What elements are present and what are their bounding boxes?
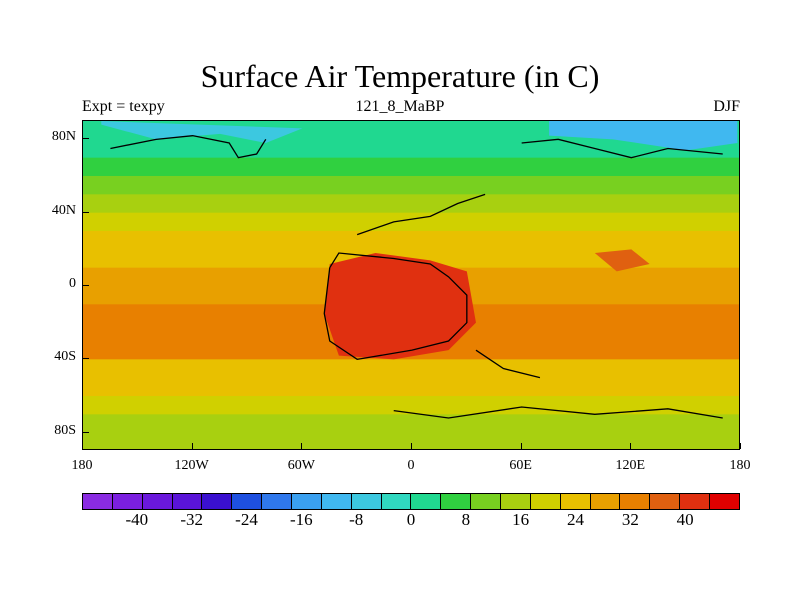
longitude-label: 60W: [287, 458, 315, 473]
temperature-band: [83, 194, 739, 214]
longitude-tick: [630, 443, 632, 449]
longitude-tick: [82, 443, 83, 449]
longitude-tick: [411, 443, 412, 449]
latitude-label: 80N: [51, 129, 76, 145]
temperature-map: [82, 120, 740, 450]
color-legend-cell: [710, 494, 739, 509]
longitude-label: 60E: [509, 458, 532, 473]
season-label: DJF: [713, 98, 740, 115]
longitude-label: 120W: [174, 458, 209, 473]
color-legend-cell: [590, 494, 621, 509]
coastline: [110, 135, 267, 159]
longitude-label: 0: [407, 458, 415, 473]
temperature-band: [83, 176, 739, 195]
color-legend-cell: [680, 494, 711, 509]
coastline: [521, 138, 723, 159]
central-warm-region: [324, 253, 476, 360]
color-legend-cell: [172, 494, 203, 509]
latitude-label: 80S: [54, 422, 76, 438]
color-legend-cell: [292, 494, 322, 509]
experiment-label: Expt = texpy: [82, 98, 165, 115]
latitude-tick: [83, 211, 89, 213]
longitude-tick: [740, 443, 741, 449]
latitude-label: 0: [69, 276, 76, 291]
color-legend-cell: [471, 494, 502, 509]
temperature-band: [83, 377, 739, 397]
latitude-tick: [83, 358, 89, 360]
east-warm-spot: [594, 249, 650, 272]
temperature-band: [83, 432, 739, 449]
color-legend-label: 32: [621, 510, 639, 529]
color-legend-bar: [82, 493, 740, 510]
latitude-tick: [83, 138, 89, 140]
experiment-id: 121_8_MaBP: [355, 98, 445, 115]
latitude-label: 40S: [54, 349, 76, 365]
color-legend-cell: [530, 494, 561, 509]
longitude-label: 180: [71, 458, 93, 473]
color-legend-cell: [142, 494, 173, 509]
temperature-band: [83, 396, 739, 415]
color-legend-cell: [202, 494, 233, 509]
longitude-tick: [191, 443, 193, 449]
color-legend-label: 24: [567, 510, 584, 529]
color-legend-label: 8: [461, 510, 471, 529]
latitude-tick: [83, 285, 89, 286]
longitude-tick: [301, 443, 303, 449]
color-legend-cell: [351, 494, 382, 509]
map-title: Surface Air Temperature (in C): [200, 58, 600, 94]
north-cold-region: [101, 121, 303, 143]
color-legend-label: -32: [180, 510, 203, 529]
coastline: [323, 252, 468, 361]
color-legend-cell: [441, 494, 472, 509]
color-legend-label: -8: [349, 510, 364, 529]
color-legend-cell: [262, 494, 293, 509]
color-legend-label: -16: [289, 510, 313, 529]
color-legend-cell: [501, 494, 531, 509]
color-legend-cell: [381, 494, 412, 509]
temperature-band: [83, 231, 739, 250]
coastline: [393, 406, 723, 419]
latitude-tick: [83, 431, 89, 433]
longitude-label: 120E: [615, 458, 646, 473]
latitude-label: 40N: [51, 202, 76, 218]
color-legend-label: -40: [125, 510, 149, 529]
color-legend-cell: [321, 494, 352, 509]
color-legend-cell: [560, 494, 591, 509]
coastline: [475, 349, 541, 379]
temperature-band: [83, 359, 739, 379]
color-legend-label: 16: [512, 510, 530, 529]
color-legend-cell: [411, 494, 442, 509]
color-legend-cell: [620, 494, 651, 509]
color-legend-label: 40: [676, 510, 694, 529]
color-legend-cell: [112, 494, 143, 509]
longitude-label: 180: [729, 458, 751, 473]
temperature-band: [83, 414, 739, 434]
color-legend-cell: [83, 494, 113, 509]
temperature-band: [83, 157, 739, 177]
temperature-band: [83, 212, 739, 232]
map-canvas: [83, 121, 739, 449]
coastline: [356, 193, 486, 236]
longitude-tick: [520, 443, 522, 449]
color-legend-cell: [650, 494, 681, 509]
asia-cold-region: [549, 121, 738, 151]
color-legend-cell: [232, 494, 263, 509]
color-legend-label: -24: [235, 510, 258, 529]
color-legend-label: 0: [406, 510, 416, 529]
